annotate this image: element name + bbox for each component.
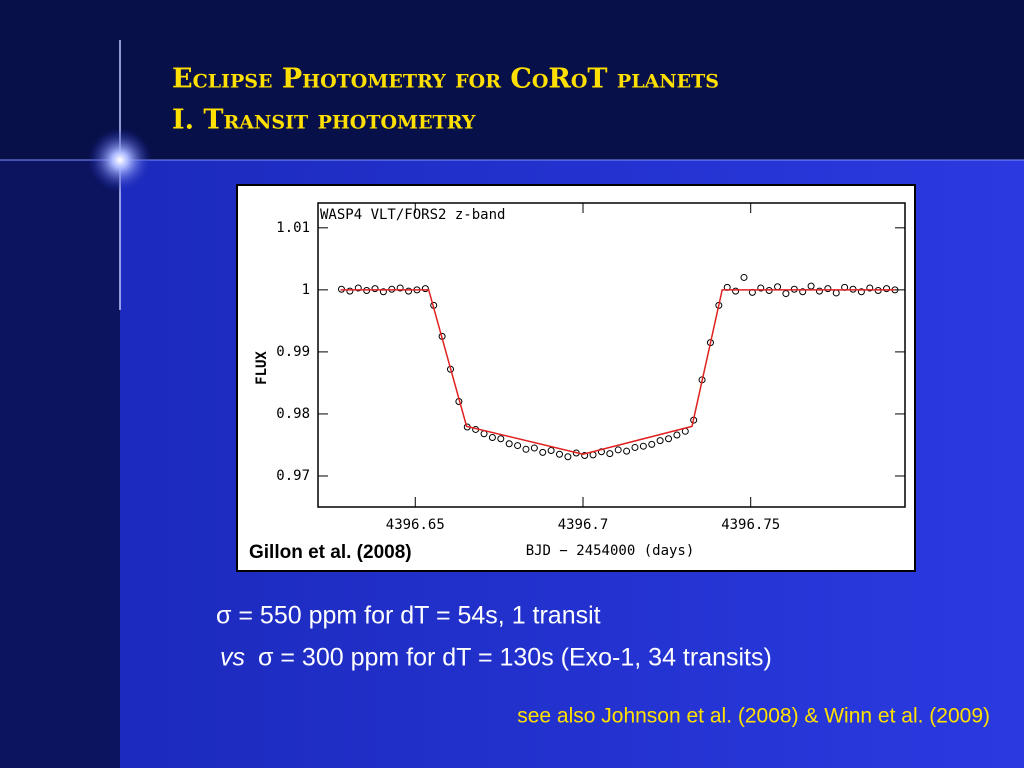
y-tick-label: 0.97	[276, 468, 310, 484]
header-band	[0, 0, 1024, 160]
data-point	[421, 285, 429, 293]
data-point	[396, 284, 404, 292]
data-point	[405, 287, 413, 295]
data-point	[514, 442, 522, 450]
data-point	[522, 445, 530, 453]
note: σ = 300 ppm for dT = 130s (Exo-1, 34 tra…	[258, 644, 772, 672]
slide-subtitle: I. Transit photometry	[172, 105, 476, 136]
data-point	[815, 287, 823, 295]
annotation: Gillon et al. (2008)	[249, 542, 412, 563]
data-point	[564, 453, 572, 461]
data-point	[539, 448, 547, 456]
y-tick-label: 0.99	[276, 344, 310, 360]
data-point	[740, 273, 748, 281]
data-point	[656, 437, 664, 445]
chart-title: WASP4 VLT/FORS2 z-band	[320, 207, 505, 223]
y-tick-label: 0.98	[276, 406, 310, 422]
data-point	[530, 444, 538, 452]
data-point	[614, 446, 622, 454]
data-point	[346, 287, 354, 295]
data-point	[488, 434, 496, 442]
note: σ = 550 ppm for dT = 54s, 1 transit	[216, 602, 601, 630]
data-point	[673, 431, 681, 439]
data-point	[354, 284, 362, 292]
data-point	[623, 447, 631, 455]
y-tick-label: 1	[302, 282, 310, 298]
data-point	[505, 440, 513, 448]
note-prefix: vs	[220, 644, 245, 672]
y-axis-label: FLUX	[254, 351, 270, 385]
figure-panel	[236, 184, 916, 572]
data-point	[883, 285, 891, 293]
data-point	[639, 442, 647, 450]
star-glow	[88, 128, 152, 192]
plot-frame	[317, 202, 906, 508]
data-point	[857, 288, 865, 296]
data-point	[547, 447, 555, 455]
data-point	[631, 443, 639, 451]
data-point	[606, 450, 614, 458]
data-point	[371, 285, 379, 293]
side-band	[0, 160, 120, 768]
x-tick-label: 4396.7	[558, 517, 609, 533]
x-tick-label: 4396.75	[721, 517, 780, 533]
data-point	[757, 284, 765, 292]
data-point	[665, 435, 673, 443]
reference: see also Johnson et al. (2008) & Winn et…	[517, 705, 990, 728]
data-point	[556, 450, 564, 458]
x-axis-label: BJD − 2454000 (days)	[526, 543, 695, 559]
model-line	[340, 289, 895, 456]
data-point	[824, 285, 832, 293]
data-point	[379, 288, 387, 296]
data-point	[497, 435, 505, 443]
data-point	[648, 440, 656, 448]
chart: 0.97 0.98 0.99 1 1.01 4396.65 4396.7 4396.75 WAS…	[249, 202, 906, 563]
slide-title: Eclipse Photometry for CoRoT planets	[172, 64, 719, 95]
x-tick-label: 4396.65	[386, 517, 445, 533]
data-point	[866, 284, 874, 292]
data-point	[581, 452, 589, 460]
data-point	[799, 288, 807, 296]
data-point	[732, 287, 740, 295]
y-tick-label: 1.01	[276, 220, 310, 236]
